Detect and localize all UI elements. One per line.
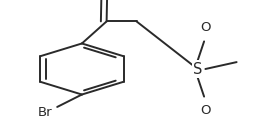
Text: S: S bbox=[193, 62, 202, 76]
Text: O: O bbox=[200, 21, 211, 34]
Text: Br: Br bbox=[38, 106, 53, 119]
Text: O: O bbox=[200, 104, 211, 117]
